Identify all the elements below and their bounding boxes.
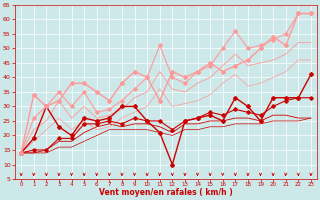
- X-axis label: Vent moyen/en rafales ( km/h ): Vent moyen/en rafales ( km/h ): [99, 188, 233, 197]
